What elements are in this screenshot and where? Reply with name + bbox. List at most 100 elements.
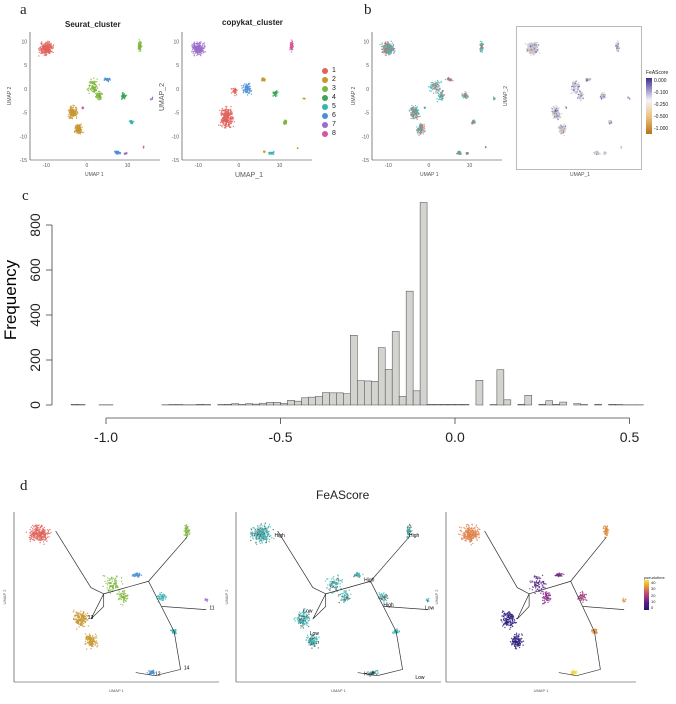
- cell-point: [114, 152, 117, 154]
- cell-point: [36, 526, 39, 528]
- cell-point: [552, 113, 554, 115]
- cell-point: [564, 131, 566, 133]
- cell-point: [81, 618, 83, 620]
- cell-point: [85, 637, 88, 640]
- cell-point: [562, 132, 565, 134]
- legend-item: 4: [322, 93, 336, 102]
- cell-point: [164, 598, 167, 600]
- cell-point: [242, 89, 245, 91]
- cell-point: [138, 572, 141, 575]
- cell-point: [557, 114, 559, 116]
- histogram-bar: [412, 390, 421, 406]
- cell-point: [220, 114, 223, 116]
- cell-point: [75, 112, 77, 115]
- cell-point: [492, 99, 495, 101]
- cell-point: [85, 616, 87, 618]
- cell-point: [230, 122, 232, 125]
- cell-point: [533, 41, 536, 44]
- cell-point: [150, 98, 152, 101]
- cell-point: [38, 55, 40, 57]
- cell-point: [137, 574, 140, 577]
- cell-point: [599, 152, 601, 155]
- cell-point: [75, 107, 77, 109]
- cell-point: [419, 124, 421, 126]
- cell-point: [85, 648, 88, 650]
- feascore-plot-frame: [516, 26, 642, 170]
- copykat-cluster-title: copykat_cluster: [222, 18, 283, 27]
- cell-point: [95, 85, 97, 87]
- cell-point: [222, 117, 224, 119]
- cell-point: [47, 40, 49, 42]
- cell-point: [199, 44, 202, 47]
- cell-point: [156, 595, 159, 598]
- cell-point: [232, 88, 235, 90]
- cell-point: [416, 118, 418, 120]
- cell-point: [85, 635, 88, 637]
- cell-point: [84, 643, 86, 645]
- cell-point: [420, 131, 423, 134]
- cell-point: [160, 599, 163, 601]
- cluster-number: 14: [184, 665, 190, 671]
- cell-point: [192, 50, 194, 53]
- cell-point: [203, 42, 206, 44]
- cell-point: [158, 597, 160, 599]
- cell-point: [249, 87, 251, 90]
- cell-point: [381, 50, 384, 53]
- cell-point: [439, 95, 442, 97]
- cell-point: [537, 48, 540, 50]
- cell-point: [88, 81, 91, 84]
- cell-point: [134, 574, 136, 576]
- cell-point: [456, 152, 459, 154]
- cell-point: [123, 98, 126, 100]
- cell-point: [580, 95, 582, 97]
- cell-point: [618, 47, 620, 49]
- cell-point: [419, 122, 422, 125]
- cell-point: [481, 45, 483, 48]
- cell-point: [188, 530, 190, 532]
- cell-point: [617, 50, 620, 52]
- cell-point: [41, 524, 43, 527]
- cell-point: [189, 532, 191, 534]
- cell-point: [48, 52, 50, 54]
- cell-point: [78, 130, 81, 133]
- cell-point: [221, 107, 224, 110]
- cell-point: [51, 46, 53, 48]
- cell-point: [232, 120, 234, 122]
- cell-point: [274, 95, 277, 98]
- cell-point: [436, 91, 439, 94]
- cell-point: [41, 48, 44, 50]
- cell-point: [184, 524, 186, 527]
- cell-point: [576, 84, 578, 87]
- cell-point: [106, 79, 108, 82]
- feascore-colorbar: [646, 78, 652, 134]
- cell-point: [422, 129, 424, 131]
- cell-point: [224, 111, 226, 114]
- cell-point: [186, 534, 189, 536]
- cell-point: [577, 93, 580, 96]
- cluster-number: 12: [155, 672, 161, 678]
- cell-point: [473, 121, 476, 123]
- cell-point: [416, 131, 419, 134]
- cell-point: [580, 99, 582, 101]
- cell-point: [70, 108, 73, 111]
- cell-point: [89, 636, 92, 639]
- cell-point: [554, 113, 556, 115]
- cell-point: [430, 81, 432, 84]
- cell-point: [563, 126, 565, 129]
- cell-point: [184, 531, 187, 533]
- cell-point: [96, 80, 98, 83]
- cell-point: [420, 127, 422, 129]
- cell-point: [126, 598, 128, 600]
- cell-point: [137, 576, 140, 579]
- cell-point: [242, 92, 245, 94]
- cell-point: [524, 43, 527, 45]
- cell-point: [431, 87, 433, 89]
- cell-point: [89, 82, 92, 85]
- cell-point: [408, 109, 410, 111]
- cell-point: [384, 43, 386, 46]
- cell-point: [82, 625, 84, 628]
- cell-point: [162, 598, 165, 600]
- cell-point: [429, 86, 432, 88]
- cell-point: [600, 98, 603, 100]
